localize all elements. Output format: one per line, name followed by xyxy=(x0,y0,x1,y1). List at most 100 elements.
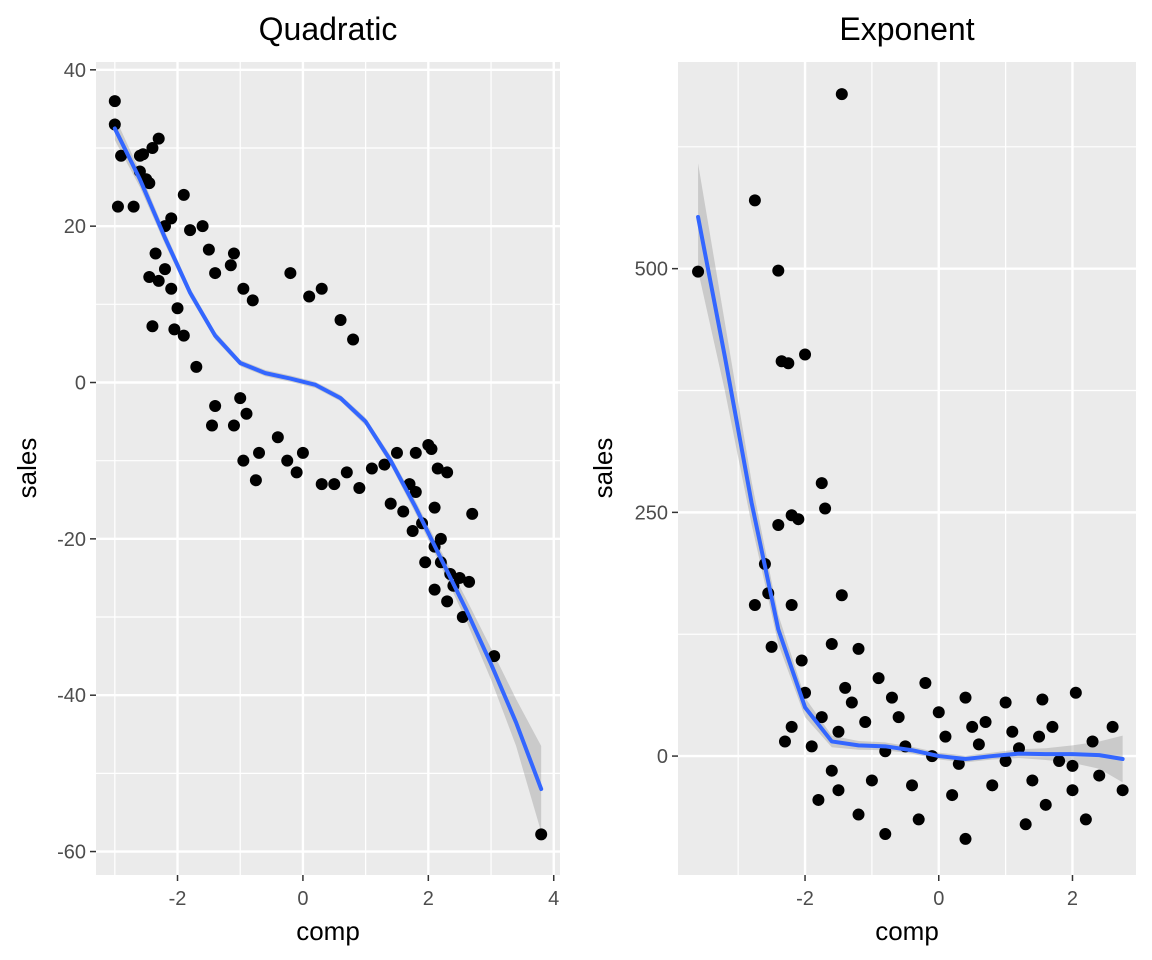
data-point xyxy=(1093,769,1106,782)
data-point xyxy=(815,477,828,490)
data-point xyxy=(206,419,218,432)
data-point xyxy=(799,348,812,361)
data-point xyxy=(149,247,162,260)
x-tick-label: 4 xyxy=(548,888,559,910)
data-point xyxy=(939,730,952,743)
data-point xyxy=(227,247,240,260)
data-point xyxy=(979,715,992,728)
data-point xyxy=(795,654,808,667)
data-point xyxy=(778,735,791,748)
data-point xyxy=(146,141,159,154)
data-point xyxy=(253,446,266,459)
data-point xyxy=(296,446,309,459)
data-point xyxy=(815,711,828,724)
data-point xyxy=(692,265,705,278)
data-point xyxy=(748,598,761,611)
data-point xyxy=(406,525,419,538)
data-point xyxy=(852,642,865,655)
data-point xyxy=(1039,798,1052,811)
data-point xyxy=(441,466,454,479)
data-point xyxy=(190,360,203,373)
x-tick-label: -2 xyxy=(169,888,187,910)
data-point xyxy=(772,519,785,532)
data-point xyxy=(284,267,297,280)
data-point xyxy=(152,132,165,145)
data-point xyxy=(397,505,410,518)
data-point xyxy=(111,200,124,213)
data-point xyxy=(143,270,156,283)
data-point xyxy=(384,497,397,510)
scatter-points xyxy=(108,95,548,841)
data-point xyxy=(271,431,284,444)
data-point xyxy=(859,715,872,728)
data-point xyxy=(428,583,441,596)
data-point xyxy=(137,148,150,161)
data-point xyxy=(959,832,972,845)
data-point xyxy=(1106,720,1119,733)
data-point xyxy=(819,502,832,515)
data-point xyxy=(353,482,366,495)
plot-background xyxy=(96,62,560,875)
data-point xyxy=(782,357,795,370)
data-point xyxy=(171,302,184,315)
data-point xyxy=(845,696,858,709)
x-tick-label: -2 xyxy=(796,888,814,910)
data-point xyxy=(409,485,422,498)
data-point xyxy=(143,177,156,190)
data-point xyxy=(1079,813,1092,826)
data-point xyxy=(165,212,178,225)
data-point xyxy=(390,446,403,459)
data-point xyxy=(108,95,121,108)
data-point xyxy=(365,462,378,475)
data-point xyxy=(466,507,479,520)
panel-exponent: Exponent -2 0 2 0 250 500 comp sales xyxy=(588,11,1136,946)
data-point xyxy=(224,259,237,272)
data-point xyxy=(1066,784,1079,797)
data-point xyxy=(999,696,1012,709)
data-point xyxy=(290,466,303,479)
data-point xyxy=(434,532,447,545)
x-tick-label: 2 xyxy=(423,888,434,910)
data-point xyxy=(872,672,885,685)
grid xyxy=(96,62,560,875)
y-tick-label: -40 xyxy=(57,685,86,707)
smooth-curve xyxy=(112,126,544,792)
data-point xyxy=(812,793,825,806)
grid xyxy=(678,62,1136,875)
data-point xyxy=(865,774,878,787)
data-point xyxy=(240,407,253,420)
data-point xyxy=(237,282,250,295)
data-point xyxy=(168,323,181,336)
smooth-line xyxy=(112,126,544,792)
data-point xyxy=(347,333,360,346)
data-point xyxy=(281,454,294,467)
x-tick-label: 0 xyxy=(297,888,308,910)
y-tick-label: 250 xyxy=(635,502,668,524)
data-point xyxy=(456,611,469,624)
data-point xyxy=(1012,742,1025,755)
data-point xyxy=(1019,818,1032,831)
data-point xyxy=(184,224,197,237)
data-point xyxy=(832,784,845,797)
panel-title: Quadratic xyxy=(259,11,398,47)
data-point xyxy=(972,738,985,751)
panel-title: Exponent xyxy=(839,11,974,47)
y-tick-label: -60 xyxy=(57,842,86,864)
data-point xyxy=(835,589,848,602)
data-point xyxy=(202,243,215,256)
data-point xyxy=(378,458,391,471)
data-point xyxy=(152,274,165,287)
data-point xyxy=(1086,735,1099,748)
y-axis-label: sales xyxy=(12,438,42,499)
data-point xyxy=(246,294,259,307)
data-point xyxy=(234,392,247,405)
data-point xyxy=(196,220,209,233)
data-point xyxy=(772,264,785,277)
data-point xyxy=(146,320,159,333)
data-point xyxy=(419,556,432,569)
data-point xyxy=(932,706,945,719)
data-point xyxy=(879,828,892,841)
data-point xyxy=(999,754,1012,767)
